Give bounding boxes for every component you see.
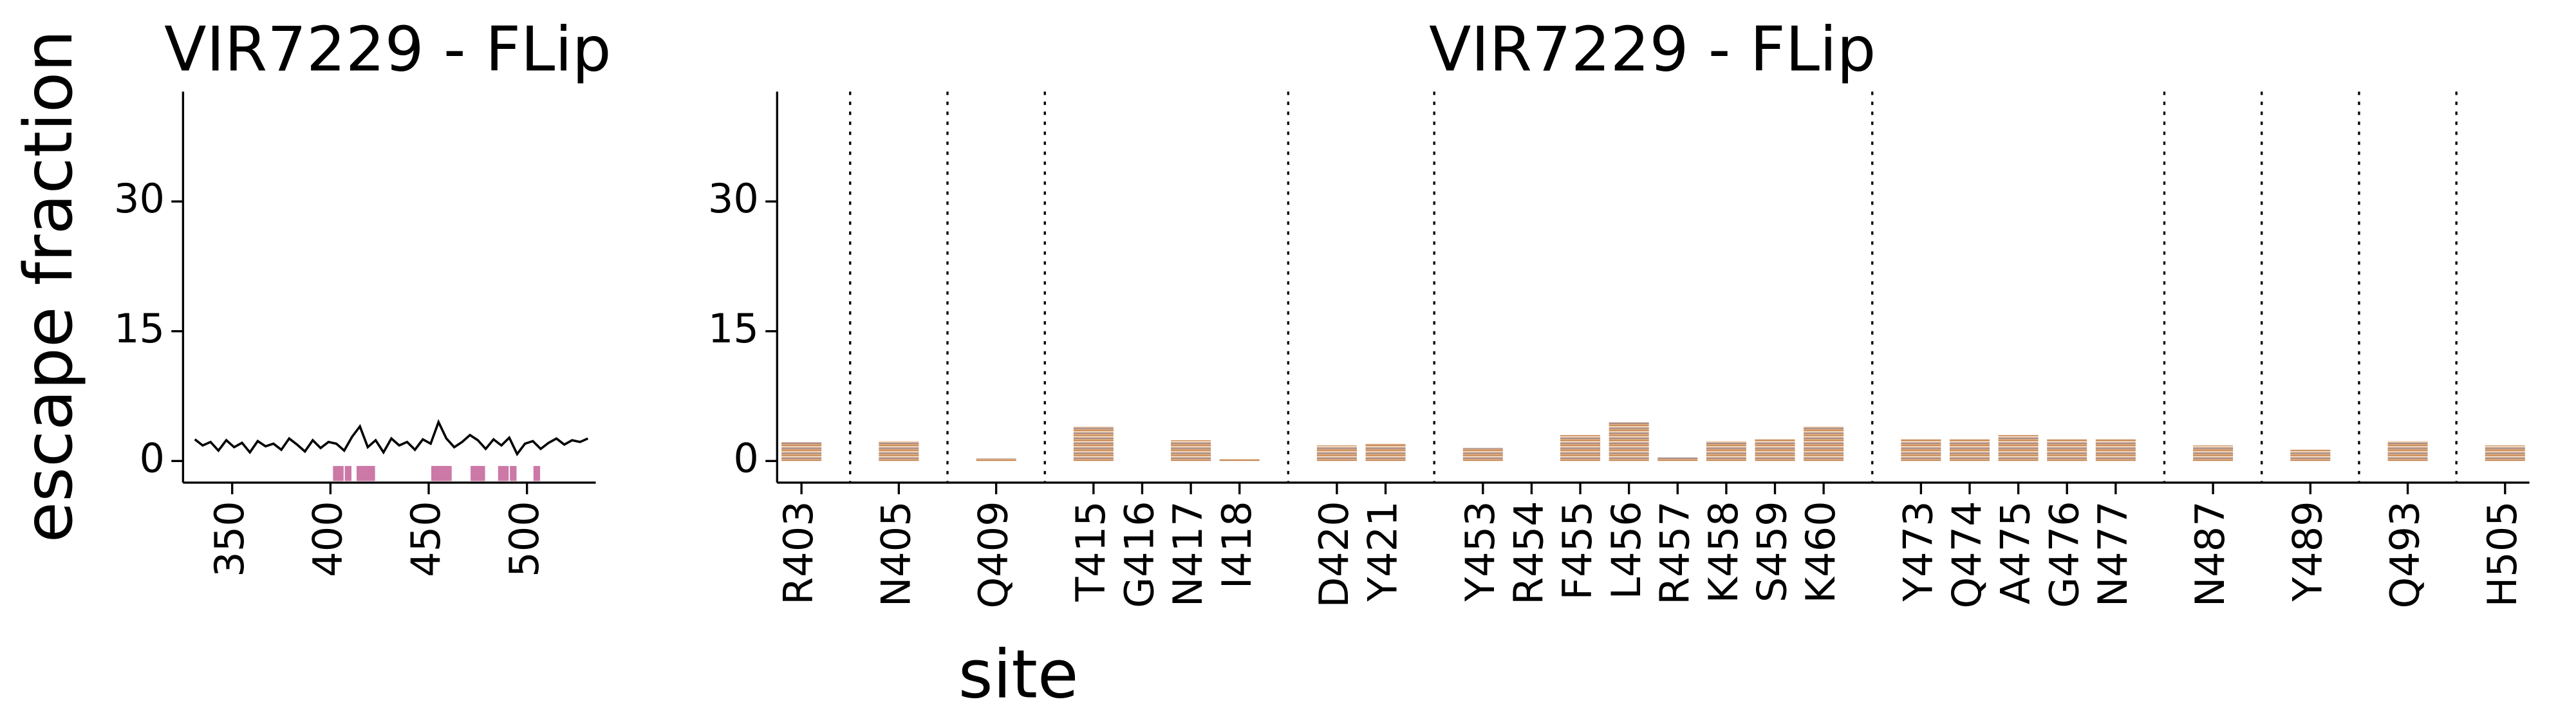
logo-stack bbox=[1657, 457, 1698, 461]
x-tick-label: Y421 bbox=[1359, 501, 1406, 602]
x-tick-label: Q493 bbox=[2382, 501, 2429, 608]
logo-stack bbox=[2485, 445, 2525, 461]
logo-stack bbox=[1171, 440, 1211, 461]
x-tick-label: N477 bbox=[2089, 501, 2136, 607]
logo-stack bbox=[1755, 439, 1795, 461]
logo-stack bbox=[2095, 439, 2136, 461]
x-tick-label: L456 bbox=[1603, 501, 1650, 599]
x-tick-label: T415 bbox=[1067, 501, 1114, 602]
x-tick-label: Y453 bbox=[1457, 501, 1504, 602]
x-tick-label: N417 bbox=[1164, 501, 1211, 607]
highlight-site bbox=[510, 466, 517, 481]
logo-stack bbox=[1706, 441, 1746, 461]
logo-stack bbox=[1804, 426, 1844, 461]
x-tick-label: 450 bbox=[402, 501, 449, 577]
logo-stack bbox=[2193, 445, 2234, 461]
x-tick-label: Y473 bbox=[1894, 501, 1941, 602]
highlight-site bbox=[498, 466, 505, 481]
x-tick-label: N405 bbox=[872, 501, 919, 607]
y-tick-label: 15 bbox=[114, 305, 165, 352]
logo-stack bbox=[976, 458, 1016, 461]
x-tick-label: N487 bbox=[2187, 501, 2234, 607]
x-tick-label: R457 bbox=[1651, 501, 1698, 605]
x-tick-label: G416 bbox=[1116, 501, 1163, 608]
logo-stack bbox=[1365, 443, 1406, 461]
logo-stack bbox=[2290, 449, 2331, 461]
highlight-site bbox=[445, 466, 452, 481]
y-tick-label: 0 bbox=[733, 434, 758, 481]
x-tick-label: K460 bbox=[1797, 501, 1844, 603]
highlight-site bbox=[478, 466, 485, 481]
x-tick-label: F455 bbox=[1554, 501, 1601, 600]
x-tick-label: R403 bbox=[775, 501, 822, 605]
chart-title: VIR7229 - FLip bbox=[1429, 13, 1876, 85]
highlight-site bbox=[337, 466, 344, 481]
logo-stack bbox=[1949, 439, 1990, 461]
highlight-site bbox=[344, 466, 352, 481]
y-tick-label: 30 bbox=[114, 175, 165, 222]
highlight-site bbox=[533, 466, 541, 481]
logo-stack bbox=[2047, 439, 2087, 461]
logo-stack bbox=[1462, 448, 1503, 461]
x-tick-label: I418 bbox=[1213, 501, 1260, 589]
x-tick-label: D420 bbox=[1311, 501, 1358, 608]
x-tick-label: 400 bbox=[304, 501, 351, 577]
x-tick-label: R454 bbox=[1506, 501, 1553, 605]
x-tick-label: G476 bbox=[2040, 501, 2087, 608]
x-tick-label: Q474 bbox=[1943, 501, 1990, 608]
x-tick-label: S459 bbox=[1749, 501, 1796, 602]
highlight-site bbox=[333, 466, 340, 481]
y-tick-label: 30 bbox=[708, 175, 759, 222]
x-tick-label: 350 bbox=[206, 501, 253, 577]
x-tick-label: Y489 bbox=[2284, 501, 2331, 602]
logo-stack bbox=[1609, 422, 1649, 461]
highlight-site bbox=[368, 466, 375, 481]
highlight-site bbox=[501, 466, 509, 481]
x-tick-label: A475 bbox=[1992, 501, 2039, 604]
logo-stack bbox=[879, 441, 919, 461]
logo-stack bbox=[1998, 435, 2039, 461]
chart-title: VIR7229 - FLip bbox=[164, 13, 611, 85]
logo-stack bbox=[1560, 435, 1601, 461]
logo-stack bbox=[1901, 439, 1941, 461]
logo-stack bbox=[1073, 426, 1114, 461]
highlight-site bbox=[362, 466, 369, 481]
x-tick-label: Q409 bbox=[970, 501, 1017, 608]
logo-stack bbox=[1316, 445, 1357, 461]
logo-stack bbox=[2387, 441, 2428, 461]
logo-stack bbox=[781, 441, 822, 461]
escape-line bbox=[194, 419, 589, 457]
x-tick-label: H505 bbox=[2479, 501, 2526, 607]
y-tick-label: 0 bbox=[139, 434, 164, 481]
y-tick-label: 15 bbox=[708, 305, 759, 352]
y-axis-label: escape fraction bbox=[10, 30, 88, 543]
x-tick-label: 500 bbox=[501, 501, 548, 577]
logo-stack bbox=[1219, 459, 1260, 461]
x-axis-label: site bbox=[958, 636, 1079, 713]
x-tick-label: K458 bbox=[1700, 501, 1747, 603]
